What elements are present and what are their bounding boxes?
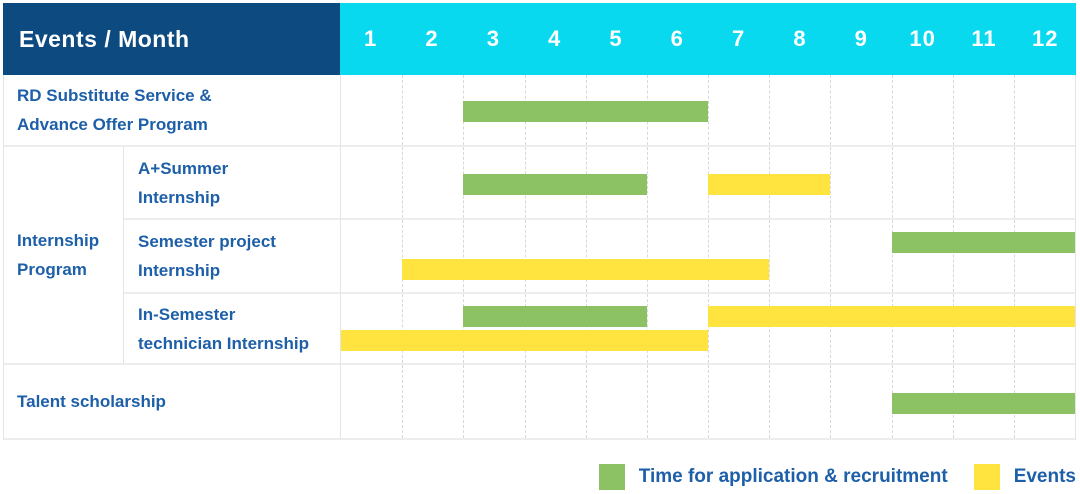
- label-line: Program: [17, 260, 87, 279]
- month-label: 8: [793, 26, 807, 51]
- month-gridline: [952, 220, 954, 292]
- application-bar: [463, 101, 708, 122]
- month-label: 9: [854, 26, 868, 51]
- month-gridline: [524, 294, 526, 363]
- row-label-semester-project-internship: Semester project Internship: [124, 220, 341, 294]
- month-label: 4: [548, 26, 562, 51]
- month-gridline: [830, 294, 832, 363]
- row-label-in-semester-technician-internship: In-Semester technician Internship: [124, 294, 341, 365]
- table-body: Internship Program RD Substitute Service &…: [3, 75, 1076, 440]
- month-gridline: [646, 294, 648, 363]
- application-bar: [463, 173, 647, 195]
- month-gridline: [1013, 147, 1015, 218]
- month-gridline: [646, 147, 648, 218]
- label-line: Internship: [17, 231, 100, 250]
- gantt-cell-semester-project-internship: [341, 220, 1075, 294]
- legend: Time for application & recruitment Event…: [598, 464, 1076, 490]
- legend-item-events: Events: [973, 464, 1076, 490]
- events-month-table: Events / Month 1 2 3 4 5 6 7 8 9 10 11 12 Internshi…: [3, 3, 1076, 440]
- application-bar: [891, 392, 1075, 414]
- month-gridline: [402, 220, 404, 292]
- label-line: Semester project: [138, 232, 276, 251]
- legend-item-application: Time for application & recruitment: [598, 464, 948, 490]
- month-gridline: [646, 365, 648, 438]
- event-bar: [708, 306, 1075, 327]
- month-label: 2: [425, 26, 439, 51]
- month-label: 12: [1032, 26, 1059, 51]
- label-line: In-Semester: [138, 304, 236, 324]
- month-label: 7: [732, 26, 746, 51]
- month-gridline: [891, 220, 893, 292]
- months-header: 1 2 3 4 5 6 7 8 9 10 11 12: [340, 3, 1076, 75]
- gantt-cell-rd-substitute-service: [341, 75, 1075, 147]
- month-gridline: [708, 365, 709, 438]
- month-gridline: [830, 147, 832, 218]
- month-gridline: [952, 75, 954, 145]
- row-label-a-plus-summer-internship: A+Summer Internship: [124, 147, 341, 220]
- month-gridline: [769, 365, 771, 438]
- application-color-swatch: [598, 464, 625, 490]
- month-label: 11: [971, 26, 997, 51]
- month-gridline: [402, 75, 404, 145]
- gantt-cell-in-semester-technician-internship: [341, 294, 1075, 365]
- month-gridline: [891, 147, 893, 218]
- month-gridline: [646, 220, 648, 292]
- table-header: Events / Month 1 2 3 4 5 6 7 8 9 10 11 12: [3, 3, 1076, 75]
- label-line: Internship: [138, 261, 221, 280]
- month-gridline: [952, 294, 954, 363]
- month-gridline: [830, 75, 832, 145]
- label-line: RD Substitute Service &: [17, 86, 212, 105]
- event-bar: [341, 330, 708, 351]
- month-gridline: [769, 220, 771, 292]
- month-gridline: [463, 220, 465, 292]
- month-gridline: [769, 294, 771, 363]
- month-gridline: [463, 365, 465, 438]
- month-gridline: [1013, 75, 1015, 145]
- month-gridline: [585, 294, 587, 363]
- label-line: Advance Offer Program: [17, 115, 208, 134]
- events-month-header-title: Events / Month: [3, 3, 340, 75]
- event-bar: [708, 173, 831, 195]
- legend-label-events: Events: [1013, 466, 1076, 487]
- month-gridline: [402, 294, 404, 363]
- row-label-talent-scholarship: Talent scholarship: [4, 365, 341, 440]
- legend-label-application: Time for application & recruitment: [638, 466, 948, 487]
- gantt-cell-a-plus-summer-internship: [341, 147, 1075, 220]
- month-gridline: [830, 220, 832, 292]
- month-gridline: [891, 75, 893, 145]
- month-gridline: [708, 220, 709, 292]
- events-color-swatch: [973, 464, 1000, 490]
- application-bar: [891, 232, 1075, 253]
- month-gridline: [402, 365, 404, 438]
- month-gridline: [708, 75, 709, 145]
- month-gridline: [891, 294, 893, 363]
- month-label: 1: [364, 26, 378, 51]
- row-label-rd-substitute-service: RD Substitute Service & Advance Offer Pro…: [4, 75, 341, 147]
- month-gridline: [585, 365, 587, 438]
- row-group-label: Internship Program: [4, 147, 124, 365]
- application-bar: [463, 306, 647, 327]
- month-label: 6: [670, 26, 684, 51]
- month-gridline: [830, 365, 832, 438]
- month-gridline: [585, 220, 587, 292]
- month-gridline: [1013, 220, 1015, 292]
- month-label: 10: [909, 26, 936, 51]
- month-gridline: [402, 147, 404, 218]
- event-bar: [402, 259, 770, 280]
- label-line: Internship: [138, 187, 221, 207]
- month-gridline: [769, 75, 771, 145]
- month-gridline: [1013, 294, 1015, 363]
- month-gridline: [708, 294, 709, 363]
- month-label: 3: [486, 26, 500, 51]
- label-line: Talent scholarship: [17, 392, 166, 411]
- month-gridline: [463, 294, 465, 363]
- month-gridline: [524, 220, 526, 292]
- label-line: technician Internship: [138, 333, 309, 353]
- month-gridline: [524, 365, 526, 438]
- month-gridline: [952, 147, 954, 218]
- label-line: A+Summer: [138, 158, 229, 178]
- gantt-cell-talent-scholarship: [341, 365, 1075, 440]
- month-label: 5: [609, 26, 623, 51]
